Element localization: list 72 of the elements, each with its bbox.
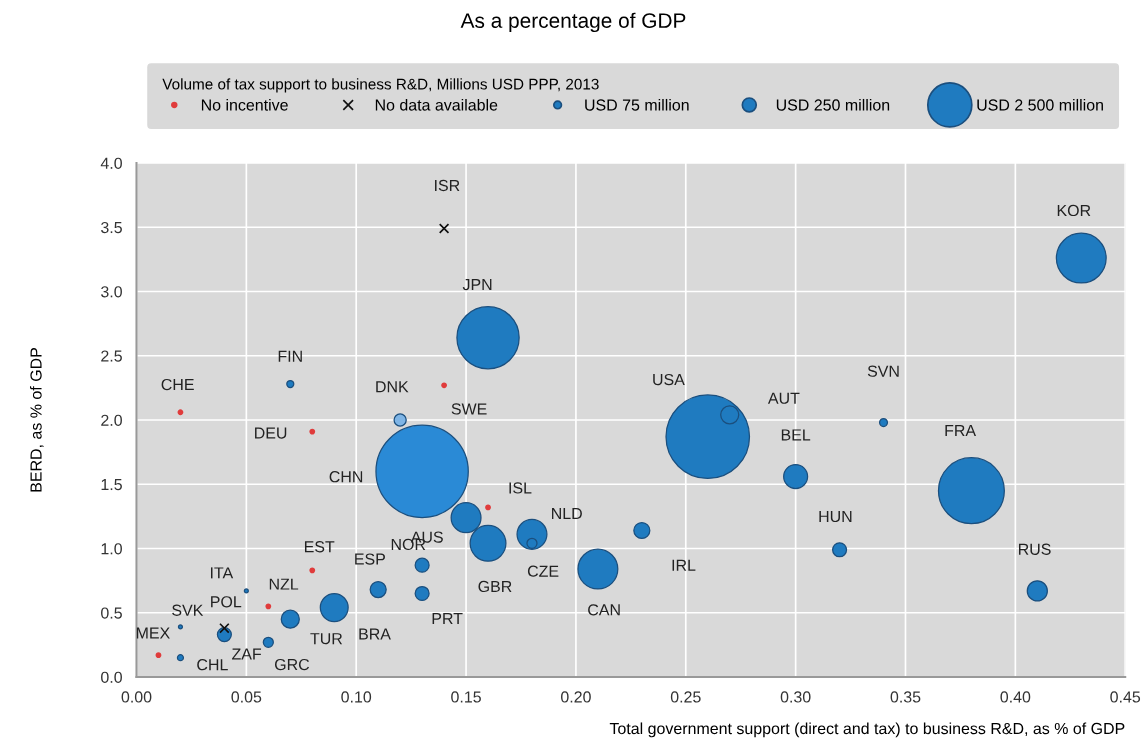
annotation: ZAF [232,648,262,660]
x-tick-label: 0.25 [670,691,701,703]
annotation: CHN [329,471,363,483]
x-axis-title: Total government support (direct and tax) to business R&D, as % of GDP [609,722,1125,738]
y-tick-label: 4.0 [100,157,122,169]
annotation: ESP [355,553,385,565]
annotation: ISL [509,482,532,494]
annotation: IRL [672,559,696,571]
point [485,504,491,511]
y-tick-label: 2.0 [101,414,122,426]
x-tick-label: 0.15 [451,691,481,703]
x-tick-label: 0.45 [1110,691,1141,703]
annotation: CZE [527,565,559,577]
annotation: JPN [462,278,492,291]
annotation: AUT [767,392,800,404]
annotation: ISR [435,179,460,192]
annotation: NZL [269,578,299,590]
legend-label: No data available [375,98,498,111]
point [309,428,316,435]
legend-label: No incentive [201,98,288,111]
point [219,622,230,634]
annotation: SWE [451,403,487,415]
annotation: PRT [432,613,463,624]
legend-label: USD 2 500 million [977,98,1103,111]
annotation: EST [304,541,335,553]
annotation: HUN [819,510,852,523]
annotation: BRA [359,628,391,640]
annotation: DEU [255,427,287,439]
x-tick-label: 0.00 [121,691,152,703]
annotation: POL [211,596,242,608]
point [177,409,184,416]
y-axis-title: BERD, as % of GDP [29,348,44,492]
annotation: GBR [478,580,512,593]
chart-title: As a percentage of GDP [460,12,686,33]
annotation: TUR [310,633,343,645]
point [265,603,272,610]
point [309,567,316,574]
y-tick-label: 0.5 [101,607,122,619]
y-tick-label: 1.0 [101,543,122,555]
x-tick-label: 0.20 [561,691,591,703]
point [441,382,448,389]
annotation: MEX [136,627,170,639]
x-tick-label: 0.05 [231,691,262,703]
annotation: SVN [867,365,899,377]
y-tick-label: 3.5 [101,221,122,234]
annotation: FRA [945,424,977,436]
annotation: NLD [552,508,582,520]
legend-title: Volume of tax support to business R&D, Millions USD PPP, 2013 [162,78,599,93]
x-tick-label: 0.30 [780,691,811,703]
annotation: CAN [588,604,620,616]
annotation: FIN [278,350,302,362]
annotation: ITA [210,567,234,579]
annotation: CHE [161,378,194,391]
annotation: GRC [274,658,310,671]
annotation: RUS [1018,543,1051,555]
point [155,652,162,659]
annotation: SVK [172,604,204,616]
y-tick-label: 3.0 [101,286,122,298]
x-tick-label: 0.10 [341,691,372,703]
legend-label: USD 75 million [585,98,689,111]
y-tick-label: 2.5 [101,350,122,362]
annotation: USA [653,373,685,386]
legend-label: USD 250 million [776,98,890,111]
annotation: BEL [781,429,811,441]
x-tick-label: 0.35 [890,691,921,703]
annotation: KOR [1057,204,1091,217]
x-tick-label: 0.40 [1000,691,1031,703]
annotation: DNK [376,381,409,393]
annotation: CHL [197,659,228,671]
point [438,223,450,234]
y-tick-label: 1.5 [101,479,122,491]
y-tick-label: 0.0 [101,671,122,683]
